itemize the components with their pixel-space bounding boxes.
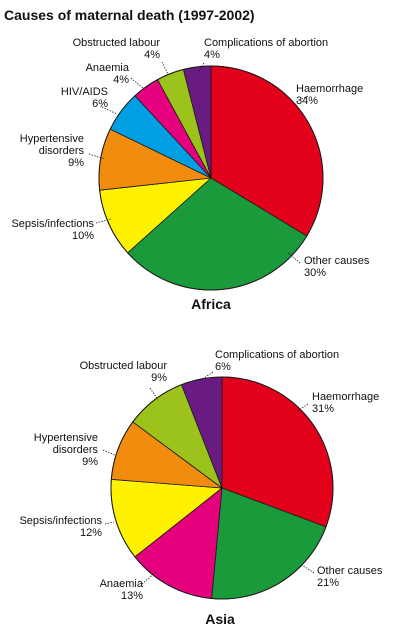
slice-label-asia-anaemia: Anaemia 13% (100, 578, 144, 602)
leader-line-asia-sepsis-infections (104, 521, 115, 525)
slice-label-africa-other-causes: Other causes 30% (304, 255, 370, 279)
leader-line-africa-anaemia (130, 77, 144, 89)
leader-line-africa-complications-of-abortion (197, 62, 205, 73)
slice-label-africa-anaemia: Anaemia 4% (86, 62, 130, 86)
pie-asia: Haemorrhage 31% Other causes 21% Anaemia 13% S… (19, 349, 382, 602)
leader-line-asia-obstructed-labour (149, 387, 159, 401)
leader-line-africa-obstructed-labour (161, 61, 169, 75)
chart-title: Causes of maternal death (1997-2002) (4, 7, 255, 23)
slice-label-asia-complications-of-abortion: Complications of abortion 6% (215, 349, 339, 373)
leader-line-africa-haemorrhage (295, 95, 309, 103)
slice-label-asia-hypertensive-disorders: Hypertensive disorders 9% (34, 432, 99, 468)
slice-label-africa-hiv-aids: HIV/AIDS 6% (61, 86, 108, 110)
slice-label-africa-hypertensive-disorders: Hypertensive disorders 9% (20, 133, 85, 169)
slice-label-asia-other-causes: Other causes 21% (317, 565, 383, 589)
slice-label-asia-obstructed-labour: Obstructed labour 9% (80, 360, 168, 384)
leader-line-asia-other-causes (301, 564, 315, 574)
leader-line-asia-complications-of-abortion (203, 371, 214, 379)
slice-label-africa-sepsis-infections: Sepsis/infections 10% (11, 218, 94, 242)
slice-label-asia-sepsis-infections: Sepsis/infections 12% (19, 515, 102, 539)
leader-line-asia-hypertensive-disorders (102, 449, 116, 456)
slice-label-africa-obstructed-labour: Obstructed labour 4% (73, 37, 161, 61)
slice-label-africa-haemorrhage: Haemorrhage 34% (296, 83, 363, 107)
leader-line-asia-haemorrhage (295, 403, 309, 413)
slice-label-asia-haemorrhage: Haemorrhage 31% (312, 391, 379, 415)
pie-caption-asia: Asia (205, 611, 235, 627)
pie-outline-africa (98, 65, 324, 291)
slice-label-africa-complications-of-abortion: Complications of abortion 4% (204, 37, 328, 61)
leader-line-africa-other-causes (286, 251, 301, 264)
pie-outline-asia (110, 376, 334, 600)
pie-caption-africa: Africa (191, 296, 231, 312)
pie-africa: Haemorrhage 34% Other causes 30% Sepsis/infe… (11, 37, 370, 291)
leader-line-asia-anaemia (141, 571, 157, 585)
